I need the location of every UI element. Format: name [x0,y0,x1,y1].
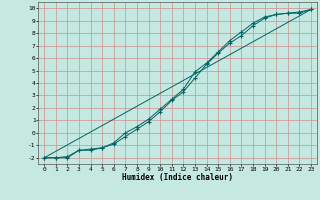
X-axis label: Humidex (Indice chaleur): Humidex (Indice chaleur) [122,173,233,182]
